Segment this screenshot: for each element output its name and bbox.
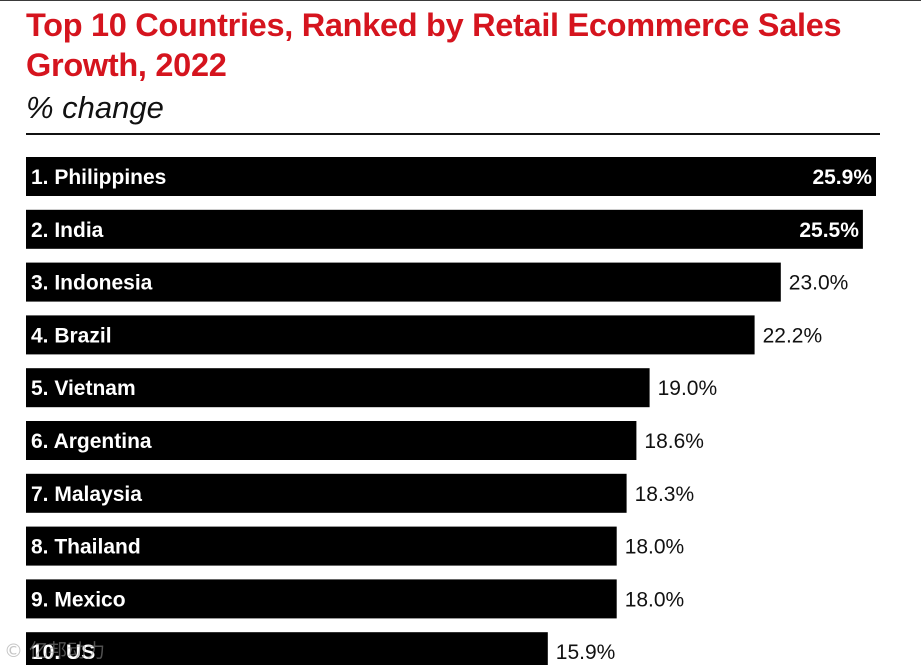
category-label: 6. Argentina xyxy=(31,430,152,453)
chart-subtitle: % change xyxy=(26,90,164,125)
category-label: 4. Brazil xyxy=(31,324,112,347)
header-rule xyxy=(26,133,880,135)
bar xyxy=(26,421,637,460)
value-label: 23.0% xyxy=(789,272,849,295)
category-label: 3. Indonesia xyxy=(31,272,153,295)
value-label: 18.3% xyxy=(635,483,695,506)
bar xyxy=(26,579,617,619)
value-label: 18.0% xyxy=(625,588,685,611)
value-label: 15.9% xyxy=(556,641,616,664)
category-label: 10. US xyxy=(31,641,95,664)
bar xyxy=(26,262,781,302)
category-label: 1. Philippines xyxy=(31,166,166,189)
category-label: 5. Vietnam xyxy=(31,377,136,400)
bar xyxy=(26,315,755,355)
category-label: 9. Mexico xyxy=(31,588,126,611)
value-label: 25.9% xyxy=(812,166,872,189)
value-label: 18.6% xyxy=(644,430,704,453)
bar xyxy=(26,368,650,408)
bar xyxy=(26,473,627,513)
value-label: 25.5% xyxy=(799,219,859,242)
top-rule xyxy=(0,0,921,1)
bar xyxy=(26,209,863,249)
category-label: 2. India xyxy=(31,219,104,242)
chart-title: Top 10 Countries, Ranked by Retail Ecomm… xyxy=(26,7,842,83)
value-label: 19.0% xyxy=(658,377,718,400)
category-label: 8. Thailand xyxy=(31,536,141,559)
value-label: 18.0% xyxy=(625,536,685,559)
value-label: 22.2% xyxy=(763,324,823,347)
bar xyxy=(26,526,617,566)
category-label: 7. Malaysia xyxy=(31,483,142,506)
bar xyxy=(26,632,548,665)
bar xyxy=(26,157,876,196)
